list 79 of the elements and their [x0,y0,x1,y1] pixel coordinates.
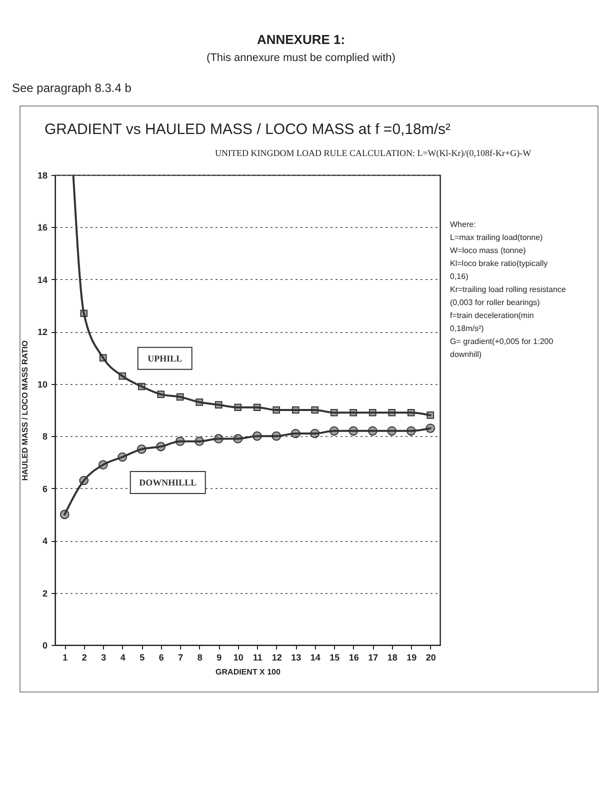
y-tick-label: 16 [37,222,48,233]
x-tick-label: 1 [62,652,68,662]
x-tick-label: 20 [426,652,436,662]
y-tick-label: 18 [37,170,48,180]
y-tick-label: 0 [42,640,48,650]
x-tick-label: 3 [101,652,106,662]
point [80,310,88,318]
y-tick-label: 10 [37,379,48,390]
point [175,436,185,446]
x-tick-label: 5 [140,652,145,662]
point [98,460,108,470]
point [290,428,300,438]
y-tick-label: 12 [37,327,48,338]
point [214,434,224,444]
y-tick-label: 14 [37,274,48,285]
x-tick-label: 8 [197,652,202,662]
x-tick-label: 12 [272,652,282,662]
text: DOWNHILLL [139,478,197,488]
point [79,476,89,486]
y-tick-label: 2 [42,588,48,598]
x-tick-label: 19 [406,652,417,662]
point [368,426,378,436]
point [157,390,165,398]
y-tick-label: 4 [42,536,48,546]
point [196,398,204,406]
point [156,442,166,452]
y-axis-title: HAULED MASS / LOCO MASS RATIO [20,340,30,481]
x-tick-label: 14 [310,652,320,662]
x-tick-label: 16 [348,652,359,662]
x-tick-label: 13 [291,652,302,662]
point [233,434,243,444]
text: See paragraph 8.3.4 b [12,81,132,95]
point [99,354,107,362]
point [406,426,416,436]
point [118,452,128,462]
x-axis-title: GRADIENT X 100 [216,668,282,676]
point [136,444,146,454]
point [272,406,280,414]
point [329,426,339,436]
point [388,408,396,416]
x-tick-label: 10 [233,652,244,662]
chart-title: GRADIENT vs HAULED MASS / LOCO MASS at f =0,18m/s² [44,121,451,138]
point [252,431,262,441]
x-tick-label: 9 [216,652,222,662]
point [234,404,242,412]
point [348,426,358,436]
point [214,401,222,408]
point [310,428,320,438]
y-tick-label: 6 [42,484,48,494]
point [368,408,376,416]
point [118,372,126,380]
point [311,406,319,414]
point [350,408,358,416]
point [426,412,434,419]
x-tick-label: 4 [120,652,126,662]
point [272,431,282,441]
x-tick-label: 15 [330,652,340,662]
x-tick-label: 18 [387,652,398,662]
x-tick-label: 17 [368,652,378,662]
point [176,393,184,401]
chart-subtitle: UNITED KINGDOM LOAD RULE CALCULATION: L=W(Kl-Kr)/(0,108f-Kr+G)-W [215,148,532,158]
point [426,424,436,433]
x-tick-label: 11 [252,652,262,662]
text: ANNEXURE 1: [256,32,346,47]
point [253,404,261,412]
text: (This annexure must be complied with) [206,52,396,64]
x-tick-label: 2 [82,652,87,662]
point [330,408,338,416]
text: Where: L=max trailing load(tonne) W=loco mass (tonne) Kl=loco brake ratio(typically 0,16) Kr=trailing load rolling resistance (0,003 for roller bearings) f=train deceleration(min 0,18m/s²) G= gradient(+0,005 for 1:200 downhill) [450,220,566,359]
x-tick-label: 7 [178,652,184,662]
text: UPHILL [148,353,182,364]
y-tick-label: 8 [42,432,48,442]
point [60,510,70,520]
point [292,406,300,414]
point [194,436,204,446]
x-tick-label: 6 [158,652,164,662]
point [407,408,415,416]
point [138,382,146,390]
point [387,426,397,436]
